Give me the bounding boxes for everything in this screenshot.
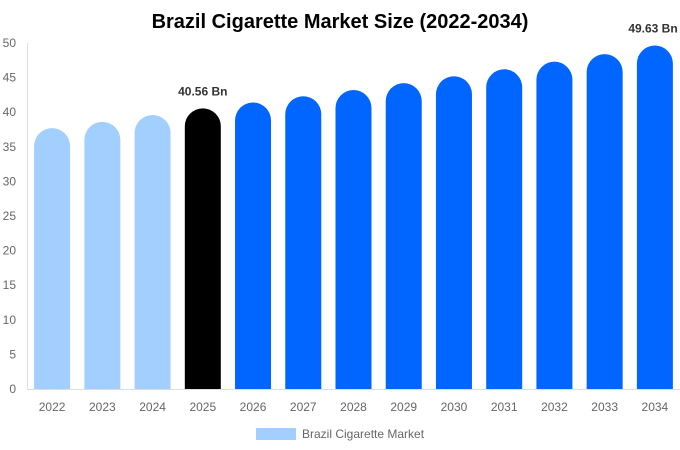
x-tick-label: 2032	[541, 400, 568, 414]
y-tick-label: 25	[3, 209, 17, 223]
legend-label[interactable]: Brazil Cigarette Market	[302, 427, 425, 441]
data-label-2025: 40.56 Bn	[178, 84, 227, 98]
y-tick-label: 50	[3, 36, 17, 50]
x-tick-label: 2023	[89, 400, 116, 414]
y-tick-label: 45	[3, 71, 17, 85]
x-tick-label: 2025	[189, 400, 216, 414]
bar-2028[interactable]	[335, 90, 372, 390]
x-tick-label: 2028	[340, 400, 367, 414]
data-label-2034: 49.63 Bn	[628, 22, 677, 36]
bar-2025[interactable]	[184, 108, 221, 389]
y-tick-label: 15	[3, 278, 17, 292]
bar-2026[interactable]	[235, 102, 272, 390]
y-tick-label: 5	[9, 347, 16, 361]
y-tick-label: 10	[3, 313, 17, 327]
bar-2024[interactable]	[134, 114, 171, 389]
bar-2027[interactable]	[285, 96, 322, 389]
x-tick-label: 2026	[240, 400, 267, 414]
x-tick-label: 2034	[642, 400, 669, 414]
bar-2032[interactable]	[536, 61, 573, 390]
bar-2031[interactable]	[486, 69, 523, 390]
x-tick-label: 2024	[139, 400, 166, 414]
bar-2030[interactable]	[435, 76, 472, 389]
bar-2022[interactable]	[34, 128, 71, 390]
x-tick-label: 2030	[441, 400, 468, 414]
y-tick-label: 30	[3, 174, 17, 188]
bar-2034[interactable]	[636, 45, 673, 390]
x-tick-label: 2033	[591, 400, 618, 414]
y-tick-label: 40	[3, 105, 17, 119]
bar-2033[interactable]	[586, 54, 623, 390]
x-tick-label: 2022	[39, 400, 66, 414]
bar-2023[interactable]	[84, 121, 121, 389]
x-tick-label: 2027	[290, 400, 317, 414]
y-tick-label: 20	[3, 244, 17, 258]
y-tick-label: 0	[9, 382, 16, 396]
bar-2029[interactable]	[385, 83, 422, 390]
y-tick-label: 35	[3, 140, 17, 154]
chart-title: Brazil Cigarette Market Size (2022-2034)	[152, 11, 529, 33]
x-tick-label: 2029	[390, 400, 417, 414]
legend-swatch[interactable]	[256, 428, 296, 440]
x-tick-label: 2031	[491, 400, 518, 414]
